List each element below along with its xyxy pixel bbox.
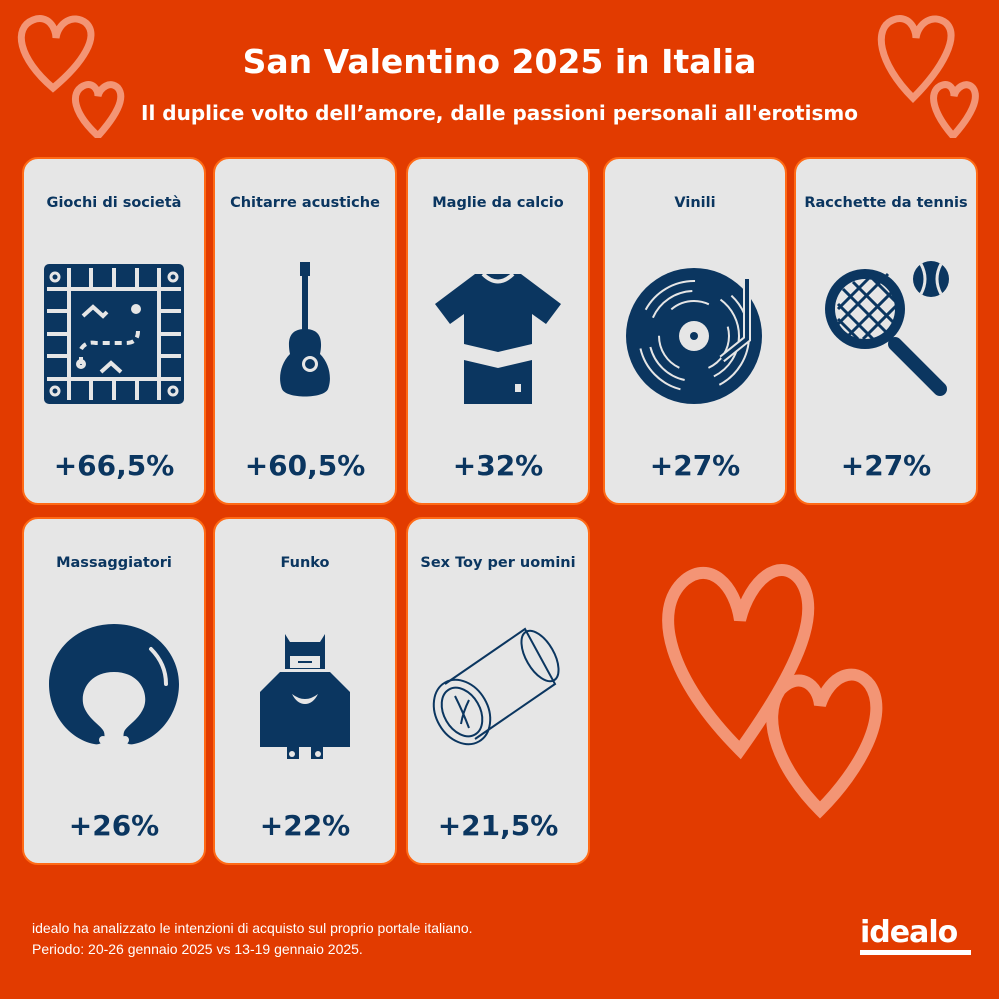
heart-decoration-icon — [877, 15, 979, 138]
category-card: Chitarre acustiche +60,5% — [213, 157, 397, 505]
category-label: Giochi di società — [46, 195, 182, 211]
category-label: Vinili — [674, 195, 716, 211]
acoustic-guitar-icon — [280, 262, 330, 397]
growth-value: +32% — [452, 449, 544, 482]
category-label: Massaggiatori — [56, 555, 172, 571]
page-subtitle: Il duplice volto dell’amore, dalle passi… — [141, 101, 858, 125]
growth-value: +27% — [840, 449, 932, 482]
sex-toy-icon — [432, 627, 560, 746]
growth-value: +21,5% — [437, 809, 559, 842]
category-card: Sex Toy per uomini +21,5% — [406, 517, 590, 865]
idealo-logo: idealo — [860, 915, 958, 950]
growth-value: +27% — [649, 449, 741, 482]
batman-funko-icon — [260, 634, 350, 759]
heart-decoration-icon — [662, 564, 883, 819]
category-card: Vinili +27% — [603, 157, 787, 505]
category-card: Racchette da tennis +27% — [794, 157, 978, 505]
category-card: Maglie da calcio +32% — [406, 157, 590, 505]
tennis-racket-icon — [825, 261, 949, 396]
category-label: Racchette da tennis — [804, 195, 968, 211]
heart-decoration-icon — [17, 15, 125, 138]
footer-line-2: Periodo: 20-26 gennaio 2025 vs 13-19 gen… — [32, 941, 363, 957]
logo-underline — [860, 950, 971, 955]
neck-massager-icon — [49, 624, 179, 745]
category-label: Chitarre acustiche — [230, 195, 380, 211]
page-title: San Valentino 2025 in Italia — [242, 42, 757, 81]
category-card: Giochi di società +66,5% — [22, 157, 206, 505]
growth-value: +60,5% — [244, 449, 366, 482]
growth-value: +26% — [68, 809, 160, 842]
category-card: Massaggiatori +26% — [22, 517, 206, 865]
board-game-icon — [44, 264, 184, 404]
category-label: Maglie da calcio — [432, 195, 564, 211]
footer-note: idealo ha analizzato le intenzioni di ac… — [32, 918, 473, 960]
footer-line-1: idealo ha analizzato le intenzioni di ac… — [32, 920, 473, 936]
category-label: Sex Toy per uomini — [420, 555, 576, 571]
growth-value: +66,5% — [53, 449, 175, 482]
football-shirt-icon — [435, 272, 561, 404]
vinyl-record-icon — [626, 268, 762, 404]
category-label: Funko — [280, 555, 330, 571]
growth-value: +22% — [259, 809, 351, 842]
category-card: Funko +22% — [213, 517, 397, 865]
